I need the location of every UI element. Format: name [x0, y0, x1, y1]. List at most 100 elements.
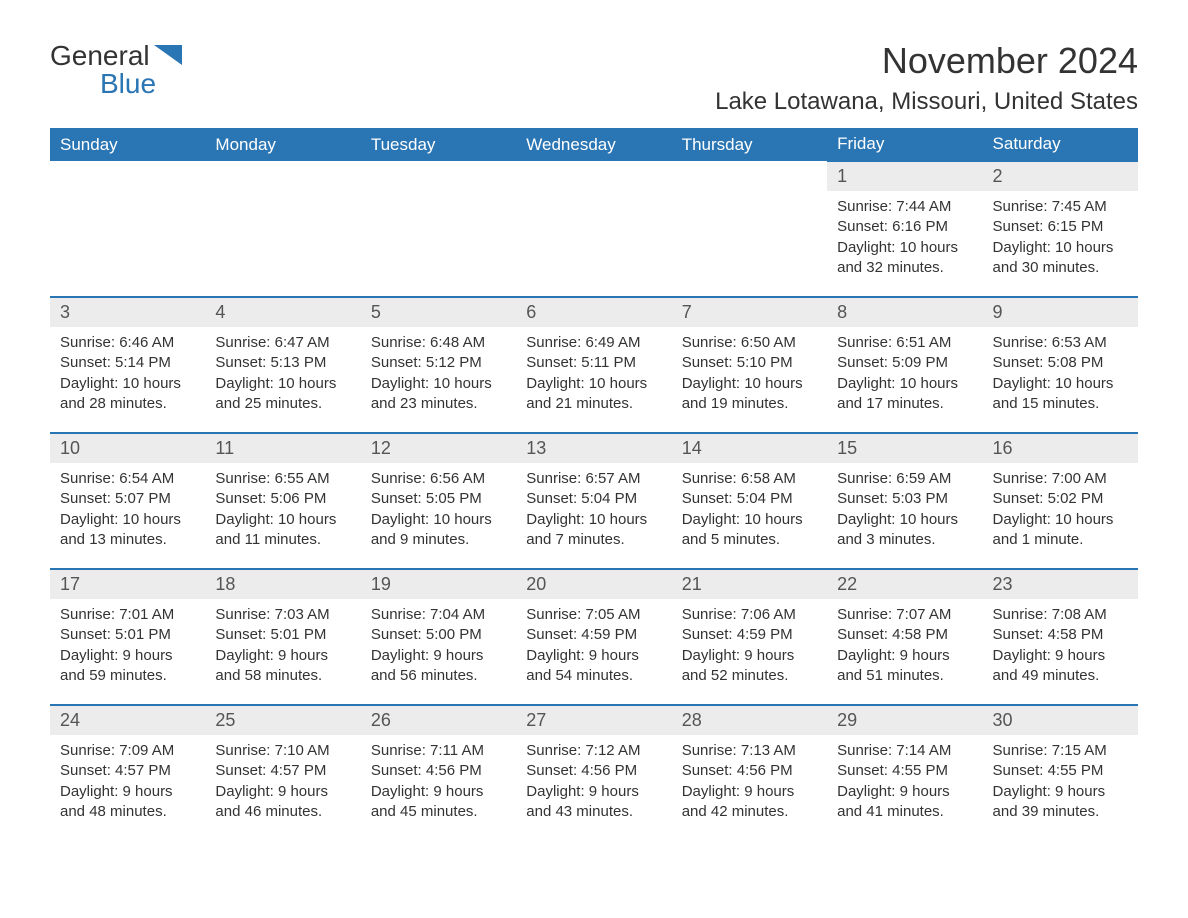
sunrise-line: Sunrise: 6:57 AM: [526, 469, 661, 489]
empty-daynum-cell: [361, 161, 516, 191]
day-content-cell: Sunrise: 7:45 AMSunset: 6:15 PMDaylight:…: [983, 191, 1138, 297]
daylight-line-1: Daylight: 10 hours: [526, 510, 661, 530]
daylight-line-2: and 46 minutes.: [215, 802, 350, 822]
week-daynum-row: 17181920212223: [50, 569, 1138, 599]
title-block: November 2024 Lake Lotawana, Missouri, U…: [715, 40, 1138, 116]
day-content-cell: Sunrise: 7:08 AMSunset: 4:58 PMDaylight:…: [983, 599, 1138, 705]
sunrise-line: Sunrise: 7:05 AM: [526, 605, 661, 625]
sunset-line: Sunset: 4:57 PM: [60, 761, 195, 781]
sunset-line: Sunset: 5:01 PM: [215, 625, 350, 645]
daylight-line-2: and 3 minutes.: [837, 530, 972, 550]
sunrise-line: Sunrise: 7:15 AM: [993, 741, 1128, 761]
calendar-table: SundayMondayTuesdayWednesdayThursdayFrid…: [50, 128, 1138, 840]
day-number: 1: [827, 162, 982, 191]
daylight-line-1: Daylight: 9 hours: [215, 646, 350, 666]
sunrise-line: Sunrise: 6:51 AM: [837, 333, 972, 353]
daylight-line-1: Daylight: 10 hours: [371, 374, 506, 394]
daynum-cell: 18: [205, 569, 360, 599]
daylight-line-2: and 11 minutes.: [215, 530, 350, 550]
day-content: Sunrise: 6:56 AMSunset: 5:05 PMDaylight:…: [361, 463, 516, 568]
daylight-line-2: and 45 minutes.: [371, 802, 506, 822]
daylight-line-2: and 39 minutes.: [993, 802, 1128, 822]
week-daynum-row: 10111213141516: [50, 433, 1138, 463]
sunrise-line: Sunrise: 6:56 AM: [371, 469, 506, 489]
daynum-cell: 25: [205, 705, 360, 735]
day-content-cell: Sunrise: 6:50 AMSunset: 5:10 PMDaylight:…: [672, 327, 827, 433]
day-content-cell: Sunrise: 7:05 AMSunset: 4:59 PMDaylight:…: [516, 599, 671, 705]
daylight-line-2: and 42 minutes.: [682, 802, 817, 822]
daynum-cell: 15: [827, 433, 982, 463]
day-content-cell: Sunrise: 6:49 AMSunset: 5:11 PMDaylight:…: [516, 327, 671, 433]
daylight-line-2: and 41 minutes.: [837, 802, 972, 822]
day-content-cell: Sunrise: 6:53 AMSunset: 5:08 PMDaylight:…: [983, 327, 1138, 433]
sunrise-line: Sunrise: 6:59 AM: [837, 469, 972, 489]
daylight-line-1: Daylight: 9 hours: [371, 782, 506, 802]
day-content-cell: Sunrise: 6:48 AMSunset: 5:12 PMDaylight:…: [361, 327, 516, 433]
daylight-line-2: and 49 minutes.: [993, 666, 1128, 686]
daylight-line-1: Daylight: 10 hours: [993, 238, 1128, 258]
daynum-cell: 20: [516, 569, 671, 599]
daylight-line-2: and 7 minutes.: [526, 530, 661, 550]
day-content-cell: Sunrise: 7:07 AMSunset: 4:58 PMDaylight:…: [827, 599, 982, 705]
sunrise-line: Sunrise: 6:49 AM: [526, 333, 661, 353]
location-subtitle: Lake Lotawana, Missouri, United States: [715, 88, 1138, 116]
day-content-cell: Sunrise: 7:13 AMSunset: 4:56 PMDaylight:…: [672, 735, 827, 840]
daylight-line-1: Daylight: 9 hours: [371, 646, 506, 666]
day-number: 8: [827, 298, 982, 327]
day-content-cell: Sunrise: 7:15 AMSunset: 4:55 PMDaylight:…: [983, 735, 1138, 840]
empty-content-cell: [516, 191, 671, 297]
day-content-cell: Sunrise: 7:09 AMSunset: 4:57 PMDaylight:…: [50, 735, 205, 840]
sunset-line: Sunset: 5:04 PM: [526, 489, 661, 509]
sunrise-line: Sunrise: 7:04 AM: [371, 605, 506, 625]
week-daynum-row: 3456789: [50, 297, 1138, 327]
day-number: 25: [205, 706, 360, 735]
day-number: 13: [516, 434, 671, 463]
day-content: Sunrise: 7:07 AMSunset: 4:58 PMDaylight:…: [827, 599, 982, 704]
daylight-line-1: Daylight: 9 hours: [837, 646, 972, 666]
daylight-line-2: and 56 minutes.: [371, 666, 506, 686]
daylight-line-2: and 9 minutes.: [371, 530, 506, 550]
daylight-line-1: Daylight: 10 hours: [682, 510, 817, 530]
sunset-line: Sunset: 5:09 PM: [837, 353, 972, 373]
day-header-row: SundayMondayTuesdayWednesdayThursdayFrid…: [50, 128, 1138, 161]
sunset-line: Sunset: 4:57 PM: [215, 761, 350, 781]
day-content-cell: Sunrise: 6:55 AMSunset: 5:06 PMDaylight:…: [205, 463, 360, 569]
day-number: 6: [516, 298, 671, 327]
daynum-cell: 16: [983, 433, 1138, 463]
day-number: 10: [50, 434, 205, 463]
day-content-cell: Sunrise: 7:11 AMSunset: 4:56 PMDaylight:…: [361, 735, 516, 840]
daylight-line-1: Daylight: 9 hours: [837, 782, 972, 802]
sunset-line: Sunset: 4:56 PM: [371, 761, 506, 781]
sunrise-line: Sunrise: 7:45 AM: [993, 197, 1128, 217]
daylight-line-1: Daylight: 10 hours: [215, 374, 350, 394]
daynum-cell: 23: [983, 569, 1138, 599]
day-number: 16: [983, 434, 1138, 463]
sunrise-line: Sunrise: 7:13 AM: [682, 741, 817, 761]
day-content: Sunrise: 6:57 AMSunset: 5:04 PMDaylight:…: [516, 463, 671, 568]
empty-content-cell: [205, 191, 360, 297]
sunset-line: Sunset: 4:56 PM: [682, 761, 817, 781]
day-content: Sunrise: 7:03 AMSunset: 5:01 PMDaylight:…: [205, 599, 360, 704]
daynum-cell: 5: [361, 297, 516, 327]
day-number: 11: [205, 434, 360, 463]
day-number: 2: [983, 162, 1138, 191]
sunrise-line: Sunrise: 7:06 AM: [682, 605, 817, 625]
day-content-cell: Sunrise: 6:51 AMSunset: 5:09 PMDaylight:…: [827, 327, 982, 433]
daylight-line-1: Daylight: 9 hours: [682, 646, 817, 666]
daylight-line-2: and 59 minutes.: [60, 666, 195, 686]
daylight-line-1: Daylight: 10 hours: [215, 510, 350, 530]
sunrise-line: Sunrise: 6:55 AM: [215, 469, 350, 489]
day-content: Sunrise: 7:14 AMSunset: 4:55 PMDaylight:…: [827, 735, 982, 840]
day-content-cell: Sunrise: 7:04 AMSunset: 5:00 PMDaylight:…: [361, 599, 516, 705]
logo-flag-icon: [154, 45, 182, 65]
logo: General Blue: [50, 40, 182, 100]
day-header: Thursday: [672, 128, 827, 161]
sunset-line: Sunset: 4:59 PM: [526, 625, 661, 645]
empty-daynum-cell: [205, 161, 360, 191]
day-number: 24: [50, 706, 205, 735]
day-content: Sunrise: 7:11 AMSunset: 4:56 PMDaylight:…: [361, 735, 516, 840]
daynum-cell: 7: [672, 297, 827, 327]
daylight-line-2: and 21 minutes.: [526, 394, 661, 414]
day-content: Sunrise: 7:12 AMSunset: 4:56 PMDaylight:…: [516, 735, 671, 840]
day-content: Sunrise: 6:51 AMSunset: 5:09 PMDaylight:…: [827, 327, 982, 432]
